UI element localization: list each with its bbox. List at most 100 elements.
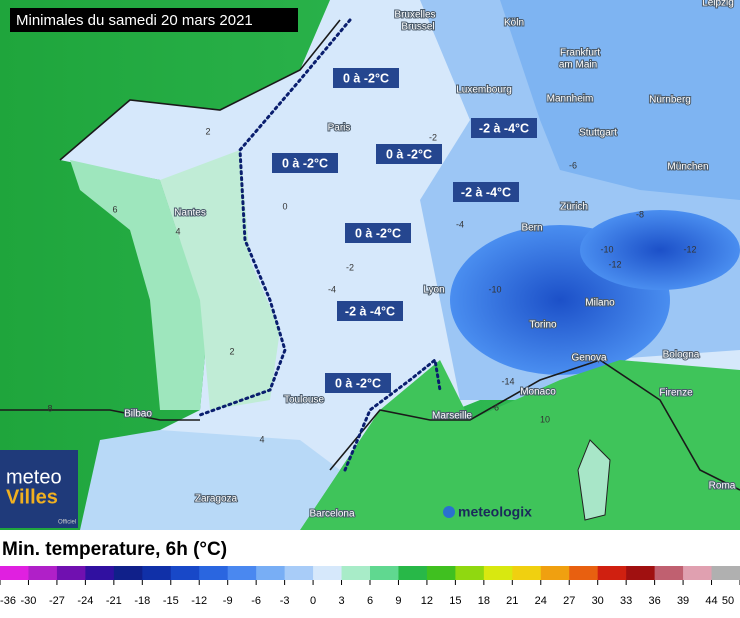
region-box	[345, 223, 411, 243]
legend-tick-label: 50	[722, 595, 734, 607]
legend-tick-label: 24	[535, 595, 547, 607]
region-label: 0 à -2°C	[335, 376, 381, 390]
title-box	[10, 8, 298, 32]
legend-swatch	[85, 566, 115, 580]
contour-label: -12	[683, 244, 696, 254]
city-label: Bologna	[663, 350, 700, 361]
region-box	[337, 301, 403, 321]
city-label: Frankfurt	[560, 48, 600, 59]
legend-swatch	[341, 566, 371, 580]
region-label: 0 à -2°C	[386, 147, 432, 161]
legend-tick-label: -30	[21, 595, 37, 607]
city-label: Torino	[529, 320, 557, 331]
city-label: Monaco	[520, 387, 556, 398]
legend-tick-label: -27	[49, 595, 65, 607]
legend-tick-label: 0	[310, 595, 316, 607]
region-label: -2 à -4°C	[479, 121, 529, 135]
logo-box	[0, 450, 78, 528]
contour-label: 2	[205, 126, 210, 136]
legend-swatch	[313, 566, 343, 580]
city-label: Firenze	[659, 388, 693, 399]
legend-swatch	[256, 566, 286, 580]
legend-swatch	[284, 566, 314, 580]
meteologix-icon	[443, 506, 455, 518]
legend-tick-label: -3	[280, 595, 290, 607]
title: Minimales du samedi 20 mars 2021	[16, 12, 253, 29]
contour-label: 10	[540, 414, 550, 424]
contour-label: -12	[608, 259, 621, 269]
contour-label: 2	[229, 346, 234, 356]
city-label: am Main	[559, 60, 597, 71]
legend-swatch	[455, 566, 485, 580]
city-label: Toulouse	[284, 395, 324, 406]
legend-swatch	[142, 566, 172, 580]
legend-tick-label: 36	[648, 595, 660, 607]
contour-label: 0	[282, 201, 287, 211]
legend-tick-label: -24	[77, 595, 93, 607]
logo-officiel: Officiel	[58, 520, 76, 526]
legend-tick-label: 21	[506, 595, 518, 607]
legend-swatch	[711, 566, 740, 580]
contour-label: 8	[47, 403, 52, 413]
region-box	[272, 153, 338, 173]
city-label: Bern	[521, 223, 542, 234]
city-label: Köln	[504, 18, 524, 29]
legend-swatch	[569, 566, 599, 580]
legend-tick-label: 27	[563, 595, 575, 607]
zone-outline	[198, 18, 442, 472]
city-label: Genova	[571, 353, 606, 364]
legend-tick-label: 18	[478, 595, 490, 607]
region-box	[325, 373, 391, 393]
legend-swatch	[398, 566, 428, 580]
contour-label: -4	[456, 219, 464, 229]
legend-swatch	[370, 566, 399, 580]
spain	[80, 430, 340, 530]
legend-swatch	[113, 566, 143, 580]
legend-tick-label: 30	[592, 595, 604, 607]
legend-tick-label: -12	[191, 595, 207, 607]
city-label: Leipzig	[702, 0, 734, 9]
legend-tick-label: 39	[677, 595, 689, 607]
legend-title: Min. temperature, 6h (°C)	[2, 539, 227, 560]
legend-tick-label: 33	[620, 595, 632, 607]
legend-tick-label: -6	[251, 595, 261, 607]
contour-label: -10	[488, 284, 501, 294]
legend-tick-label: 44	[705, 595, 717, 607]
city-label: Barcelona	[309, 509, 354, 520]
city-label: Brussel	[401, 22, 434, 33]
city-label: Paris	[328, 123, 351, 134]
alps-east	[580, 210, 740, 290]
region-label: 0 à -2°C	[282, 156, 328, 170]
legend-tick-label: -9	[223, 595, 233, 607]
region-label: 0 à -2°C	[355, 226, 401, 240]
coast-west	[70, 160, 210, 410]
city-label: München	[667, 162, 708, 173]
legend-swatch	[540, 566, 570, 580]
legend-tick-label: 12	[421, 595, 433, 607]
city-label: Nantes	[174, 208, 206, 219]
legend-tick-label: -21	[106, 595, 122, 607]
legend-swatch	[512, 566, 542, 580]
city-label: Mannheim	[547, 94, 594, 105]
germany	[500, 0, 740, 200]
corsica	[577, 439, 611, 521]
region-label: -2 à -4°C	[345, 304, 395, 318]
contour-label: -6	[569, 160, 577, 170]
meteologix: meteologix	[458, 504, 532, 520]
contour-label: -10	[600, 244, 613, 254]
contour-label: 6	[112, 204, 117, 214]
contour-label: 4	[175, 226, 180, 236]
legend-swatch	[426, 566, 456, 580]
legend-tick-label: 9	[395, 595, 401, 607]
legend-tick-label: -36	[0, 595, 16, 607]
legend-swatch	[654, 566, 684, 580]
legend-swatch	[56, 566, 86, 580]
legend-swatch	[0, 566, 29, 580]
legend-swatch	[683, 566, 713, 580]
contour-label: -6	[491, 402, 499, 412]
contour-label: 4	[259, 434, 264, 444]
city-label: Zürich	[560, 202, 588, 213]
region-box	[333, 68, 399, 88]
region-box	[453, 182, 519, 202]
city-label: Marseille	[432, 411, 472, 422]
